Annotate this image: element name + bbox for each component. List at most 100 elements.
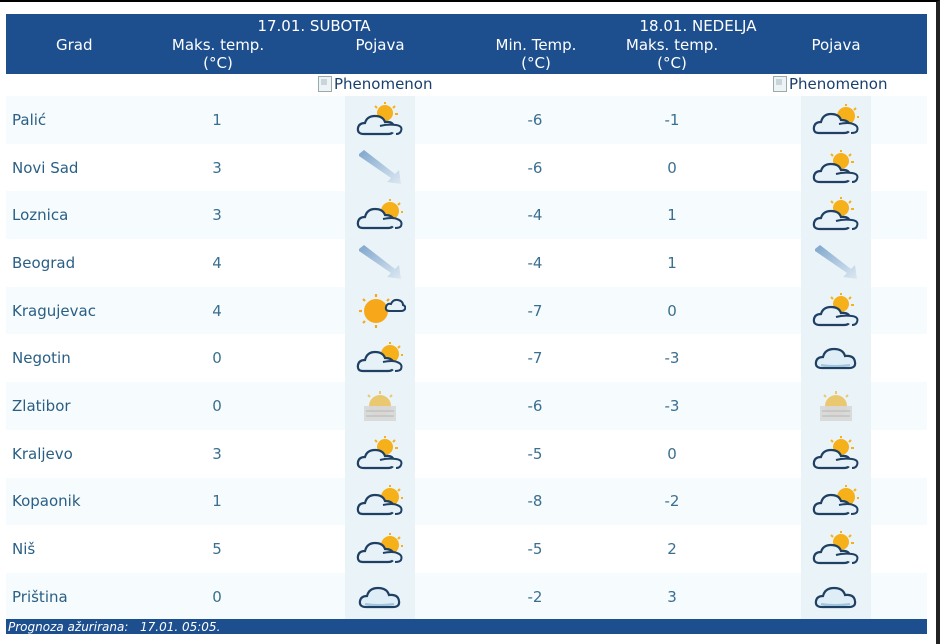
day1-max-temp: 3: [212, 444, 222, 463]
header-day2-min: Min. Temp.: [495, 36, 577, 54]
fog-icon: [345, 382, 415, 430]
day2-max-temp: 0: [667, 444, 677, 463]
day2-min-temp: -7: [527, 349, 543, 368]
table-row: Kopaonik 1 -8 -2: [6, 477, 927, 526]
cloudy-sun-icon: [345, 525, 415, 573]
city-name: Kopaonik: [12, 492, 81, 511]
cloud-icon: [345, 572, 415, 621]
day1-max-temp: 3: [212, 206, 222, 225]
day1-max-temp: 1: [212, 492, 222, 511]
day2-max-temp: 3: [667, 587, 677, 606]
city-name: Kragujevac: [12, 301, 96, 320]
wind-icon: [345, 143, 415, 192]
day2-max-temp: 0: [667, 158, 677, 177]
day1-max-temp: 4: [212, 301, 222, 320]
city-name: Palić: [12, 110, 47, 129]
day2-min-temp: -4: [527, 253, 543, 272]
partly-cloudy-icon: [801, 429, 871, 478]
day2-min-temp: -5: [527, 444, 543, 463]
day2-min-temp: -7: [527, 301, 543, 320]
cloudy-sun-icon: [801, 96, 871, 144]
partly-cloudy-icon: [801, 286, 871, 335]
day2-min-temp: -8: [527, 492, 543, 511]
table-header: Grad 17.01. SUBOTA Maks. temp. (°C) Poja…: [6, 14, 927, 74]
partly-cloudy-icon: [345, 96, 415, 144]
partly-cloudy-icon: [801, 525, 871, 573]
city-name: Zlatibor: [12, 396, 71, 415]
day2-max-temp: 1: [667, 253, 677, 272]
header-day1-pojava: Pojava: [355, 36, 405, 54]
table-row: Negotin 0 -7 -3: [6, 334, 927, 383]
wind-icon: [345, 239, 415, 287]
city-name: Niš: [12, 540, 36, 559]
header-day2-pojava: Pojava: [811, 36, 861, 54]
table-row: Zlatibor 0 -6 -3: [6, 382, 927, 430]
table-row: Priština 0 -2 3: [6, 572, 927, 621]
header-day2-min-unit: (°C): [521, 54, 551, 72]
cloudy-sun-icon: [345, 334, 415, 383]
day2-min-temp: -6: [527, 396, 543, 415]
day1-max-temp: 5: [212, 540, 222, 559]
table-row: Loznica 3 -4 1: [6, 191, 927, 240]
city-name: Priština: [12, 587, 68, 606]
broken-image-icon: [318, 76, 332, 92]
header-day2-max-unit: (°C): [657, 54, 687, 72]
cloudy-sun-icon: [345, 191, 415, 240]
day2-max-temp: -3: [664, 396, 680, 415]
day2-min-temp: -6: [527, 110, 543, 129]
phenomenon-image-day1: Phenomenon: [318, 74, 433, 94]
day2-max-temp: -1: [664, 110, 680, 129]
partly-cloudy-icon: [801, 191, 871, 240]
header-grad: Grad: [56, 36, 93, 54]
city-name: Loznica: [12, 206, 69, 225]
day1-max-temp: 4: [212, 253, 222, 272]
day2-max-temp: 2: [667, 540, 677, 559]
table-row: Niš 5 -5 2: [6, 525, 927, 573]
cloud-icon: [801, 572, 871, 621]
header-day1: 17.01. SUBOTA: [257, 17, 371, 35]
day1-max-temp: 3: [212, 158, 222, 177]
broken-image-icon: [773, 76, 787, 92]
day2-min-temp: -4: [527, 206, 543, 225]
city-name: Negotin: [12, 349, 71, 368]
wind-icon: [801, 239, 871, 287]
cloudy-sun-icon: [345, 477, 415, 526]
table-row: Novi Sad 3 -6 0: [6, 143, 927, 192]
day2-min-temp: -2: [527, 587, 543, 606]
day2-max-temp: -3: [664, 349, 680, 368]
update-time: 17.01. 05:05.: [140, 619, 221, 634]
fog-icon: [801, 382, 871, 430]
table-row: Kraljevo 3 -5 0: [6, 429, 927, 478]
table-row: Palić 1 -6 -1: [6, 96, 927, 144]
table-body: Palić 1 -6 -1 Novi Sad 3 -6 0 Loznica 3 -4 1 Beograd…: [6, 96, 927, 621]
phenomenon-image-day2: Phenomenon: [773, 74, 888, 94]
forecast-table: Grad 17.01. SUBOTA Maks. temp. (°C) Poja…: [6, 14, 927, 621]
day2-min-temp: -5: [527, 540, 543, 559]
sunny-cloud-icon: [345, 286, 415, 335]
partly-cloudy-icon: [801, 143, 871, 192]
day2-max-temp: -2: [664, 492, 680, 511]
day2-min-temp: -6: [527, 158, 543, 177]
header-day2-max: Maks. temp.: [625, 36, 719, 54]
day1-max-temp: 1: [212, 110, 222, 129]
day2-max-temp: 0: [667, 301, 677, 320]
partly-cloudy-icon: [345, 429, 415, 478]
day2-max-temp: 1: [667, 206, 677, 225]
table-row: Beograd 4 -4 1: [6, 239, 927, 287]
city-name: Novi Sad: [12, 158, 79, 177]
header-day1-max: Maks. temp.: [171, 36, 265, 54]
header-day2: 18.01. NEDELJA: [639, 17, 757, 35]
day1-max-temp: 0: [212, 587, 222, 606]
table-row: Kragujevac 4 -7 0: [6, 286, 927, 335]
cloudy-sun-icon: [801, 477, 871, 526]
phenomenon-header-row: Phenomenon Phenomenon: [6, 74, 927, 96]
city-name: Kraljevo: [12, 444, 73, 463]
day1-max-temp: 0: [212, 349, 222, 368]
city-name: Beograd: [12, 253, 76, 272]
day1-max-temp: 0: [212, 396, 222, 415]
update-label: Prognoza ažurirana:: [8, 619, 129, 634]
header-day1-max-unit: (°C): [203, 54, 233, 72]
cloud-icon: [801, 334, 871, 383]
update-footer: Prognoza ažurirana: 17.01. 05:05.: [6, 619, 927, 634]
